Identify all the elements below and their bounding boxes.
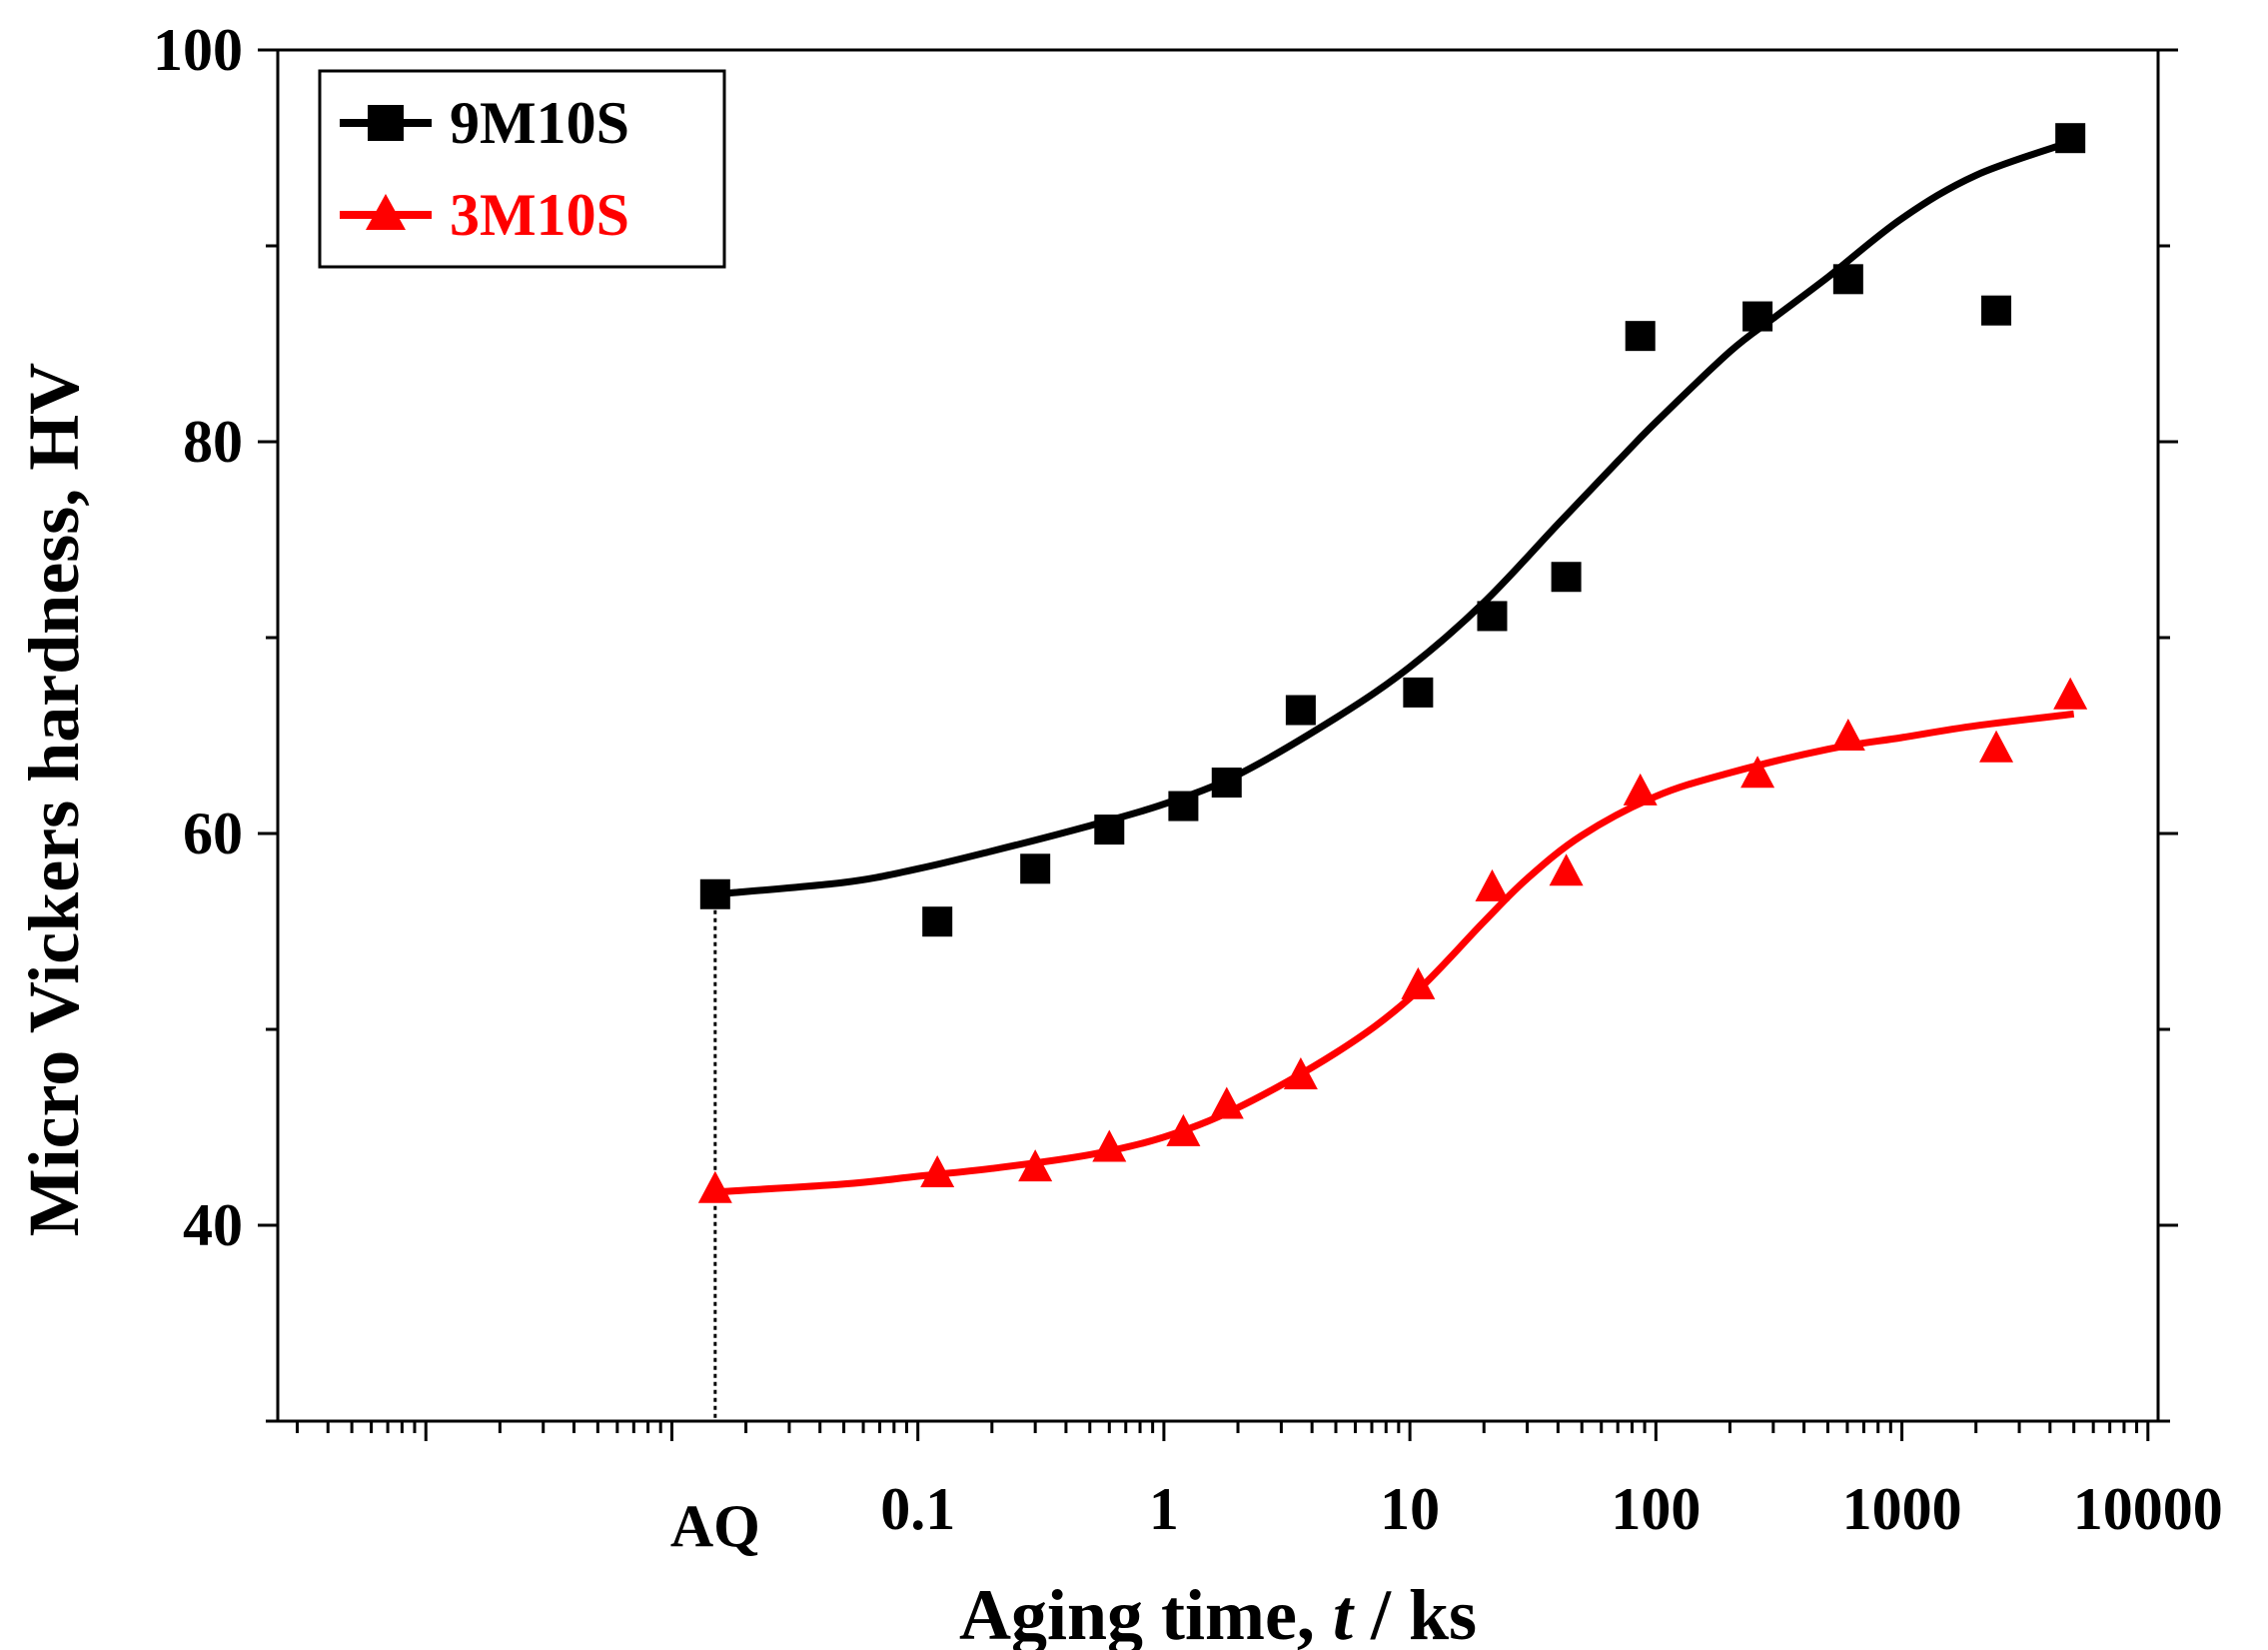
data-point-9m10s: [1211, 768, 1242, 799]
data-point-3m10s: [1549, 853, 1584, 886]
legend-label-9m10s: 9M10S: [450, 90, 629, 156]
data-point-9m10s: [1551, 562, 1582, 593]
data-point-9m10s: [1020, 853, 1051, 884]
x-axis-title: Aging time, t / ks: [959, 1575, 1477, 1650]
data-point-3m10s: [697, 1170, 732, 1203]
data-point-9m10s: [1742, 301, 1773, 332]
data-point-3m10s: [1979, 730, 2014, 763]
legend-marker-3m10s: [366, 194, 406, 230]
data-point-3m10s: [2053, 677, 2088, 710]
data-point-3m10s: [1475, 868, 1510, 901]
data-point-9m10s: [1477, 601, 1508, 632]
data-point-3m10s: [1740, 756, 1775, 789]
axis-ticks: 40 60 80 100 0.1 1 10 100 1000 10000 AQ: [153, 17, 2223, 1559]
data-point-3m10s: [1623, 773, 1658, 806]
data-point-9m10s: [1403, 677, 1434, 708]
y-axis-title: Micro Vickers hardness, HV: [14, 363, 94, 1237]
data-point-3m10s: [1092, 1129, 1127, 1162]
data-point-9m10s: [1981, 295, 2012, 326]
data-point-3m10s: [1830, 718, 1865, 751]
data-point-9m10s: [699, 878, 730, 909]
data-point-9m10s: [1285, 695, 1316, 726]
y-tick-label: 40: [183, 1192, 243, 1258]
x-tick-label: 1: [1149, 1476, 1179, 1542]
legend: 9M10S 3M10S: [318, 69, 726, 269]
data-point-9m10s: [922, 906, 953, 937]
data-point-9m10s: [1832, 264, 1863, 295]
y-tick-label: 100: [153, 17, 243, 83]
x-tick-label: 100: [1611, 1476, 1701, 1542]
legend-marker-9m10s: [368, 105, 404, 141]
x-tick-label: 1000: [1842, 1476, 1962, 1542]
data-point-9m10s: [1168, 791, 1199, 822]
data-point-3m10s: [1401, 966, 1436, 999]
data-point-3m10s: [1209, 1086, 1244, 1119]
y-tick-label: 80: [183, 409, 243, 475]
data-point-3m10s: [920, 1155, 955, 1188]
y-tick-label: 60: [183, 801, 243, 866]
plot-frame: [276, 48, 2160, 1423]
plot-area: [697, 123, 2088, 1421]
data-point-9m10s: [1625, 321, 1656, 352]
legend-box: [318, 69, 726, 269]
x-tick-label-aq: AQ: [670, 1493, 760, 1559]
x-tick-label: 0.1: [880, 1476, 955, 1542]
x-tick-label: 10000: [2073, 1476, 2223, 1542]
fit-curve-3m10s: [714, 710, 2075, 1196]
data-point-3m10s: [1166, 1113, 1201, 1146]
data-point-3m10s: [1018, 1149, 1053, 1182]
legend-label-3m10s: 3M10S: [450, 182, 629, 248]
data-point-9m10s: [1094, 815, 1125, 845]
data-point-9m10s: [2055, 123, 2086, 154]
x-tick-label: 10: [1380, 1476, 1440, 1542]
data-point-3m10s: [1283, 1057, 1318, 1090]
